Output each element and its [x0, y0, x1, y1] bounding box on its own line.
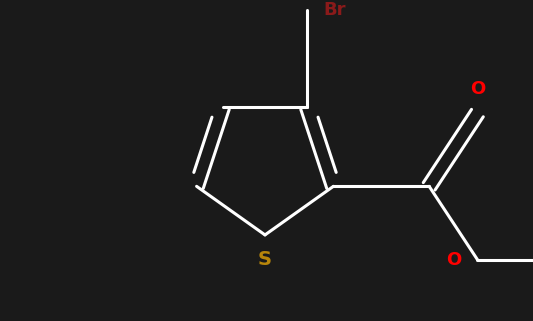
Text: O: O — [470, 80, 485, 98]
Text: Br: Br — [323, 1, 345, 19]
Text: O: O — [447, 251, 462, 269]
Text: S: S — [258, 250, 272, 269]
